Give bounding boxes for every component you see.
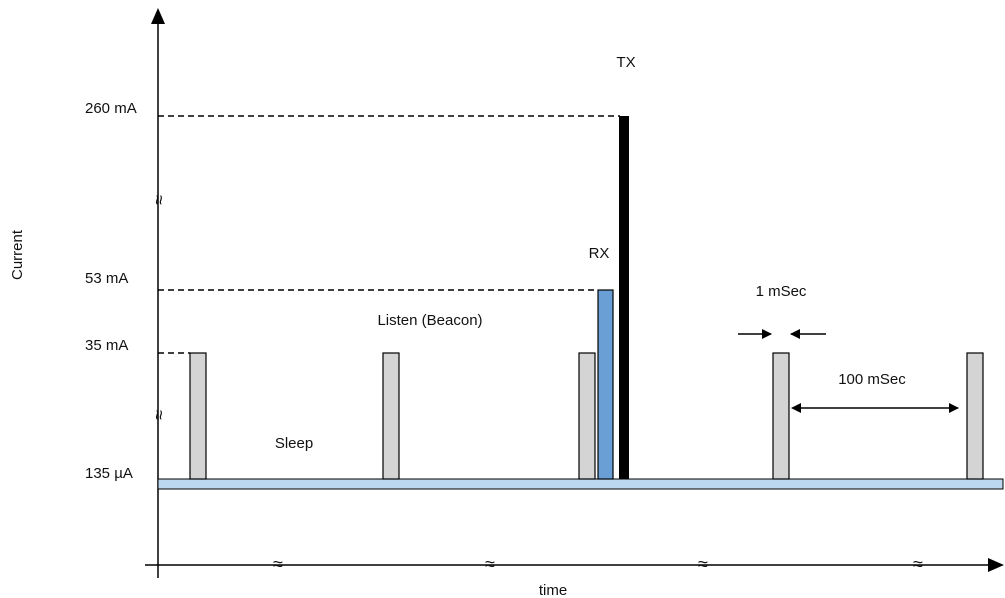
- level-label-tx: 260 mA: [85, 100, 137, 117]
- rx-label: RX: [589, 245, 610, 262]
- y-axis-arrowhead: [151, 8, 165, 24]
- listen-pulse-1: [189, 352, 207, 480]
- level-label-rx: 53 mA: [85, 270, 128, 287]
- interval-label: 100 mSec: [838, 371, 906, 388]
- sleep-baseline-bar: [157, 478, 1004, 490]
- tx-pulse: [619, 116, 629, 479]
- x-axis-break-4: ≈: [913, 554, 923, 574]
- x-axis-break-3: ≈: [698, 554, 708, 574]
- y-axis-label: Current: [9, 229, 26, 280]
- listen-pulse-4: [772, 352, 790, 480]
- y-axis-break-upper: ≈: [149, 195, 169, 205]
- interval-arrowhead-left: [791, 403, 801, 413]
- listen-pulse-5: [966, 352, 984, 480]
- listen-pulse-3: [578, 352, 596, 480]
- level-label-listen: 35 mA: [85, 337, 128, 354]
- x-axis-label: time: [539, 582, 567, 598]
- rx-pulse: [597, 289, 614, 480]
- sleep-label: Sleep: [275, 435, 313, 452]
- y-axis-break-lower: ≈: [149, 410, 169, 420]
- x-axis-arrowhead: [988, 558, 1004, 572]
- listen-label: Listen (Beacon): [377, 312, 482, 329]
- pulse-width-label: 1 mSec: [756, 283, 807, 300]
- tx-label: TX: [616, 54, 635, 71]
- level-label-sleep: 135 µA: [85, 465, 133, 482]
- x-axis-break-2: ≈: [485, 554, 495, 574]
- listen-pulse-2: [382, 352, 400, 480]
- x-axis-break-1: ≈: [273, 554, 283, 574]
